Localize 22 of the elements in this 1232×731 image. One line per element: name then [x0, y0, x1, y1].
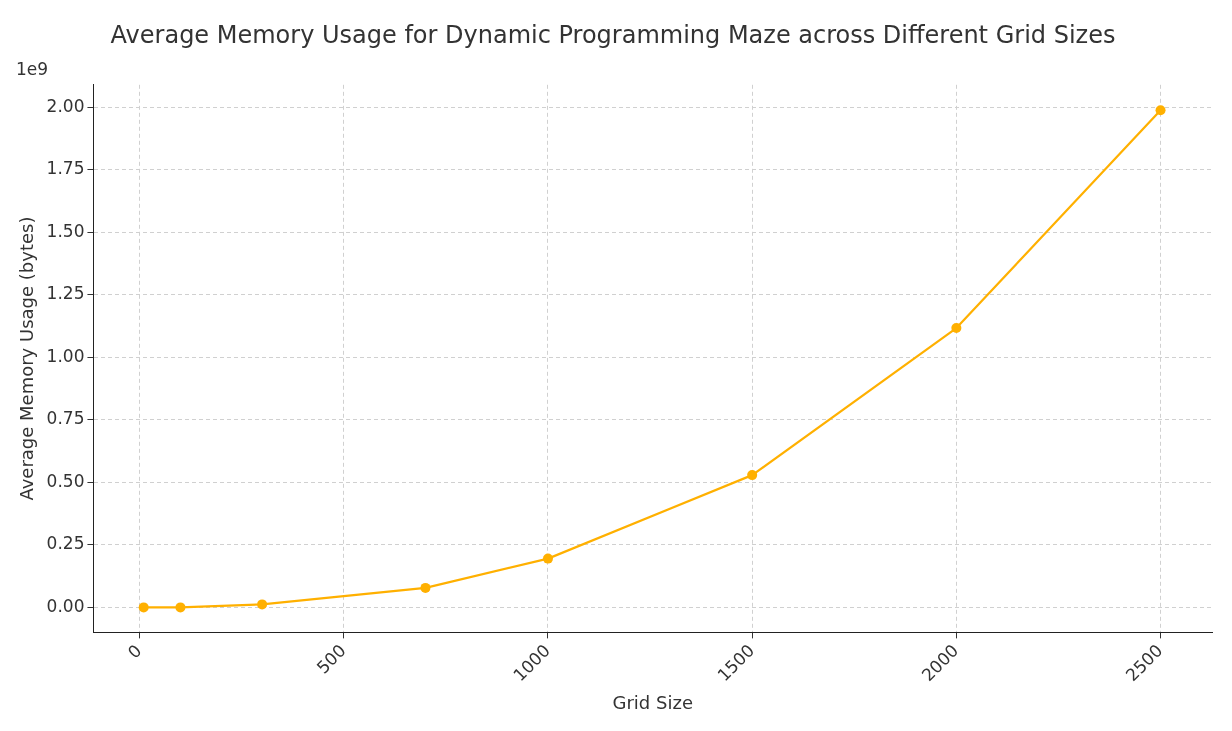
y-tick-label: 0.00 [46, 595, 85, 616]
point [542, 553, 553, 564]
y-tick-label: 1.75 [46, 158, 85, 179]
y-tick-label: 0.25 [46, 533, 85, 554]
x-axis-title: Grid Size [612, 691, 693, 713]
x-tick-label: 0 [123, 640, 146, 663]
point [175, 602, 186, 613]
y-tick-label: 0.50 [46, 470, 85, 491]
point [1155, 105, 1166, 116]
text: 1e9 [16, 58, 49, 79]
y-axis-title: Average Memory Usage (bytes) [16, 216, 38, 501]
y-tick-label: 1.00 [46, 345, 85, 366]
chart-title: Average Memory Usage for Dynamic Programming Maze across Different Grid Sizes [110, 20, 1116, 49]
y-tick-label: 1.25 [46, 283, 85, 304]
point [420, 582, 431, 593]
y-tick-label: 2.00 [46, 95, 85, 116]
y-tick-label: 0.75 [46, 408, 85, 429]
y-tick-label: 1.50 [46, 220, 85, 241]
point [257, 599, 268, 610]
point [951, 323, 962, 334]
point [747, 470, 758, 481]
point [138, 602, 149, 613]
